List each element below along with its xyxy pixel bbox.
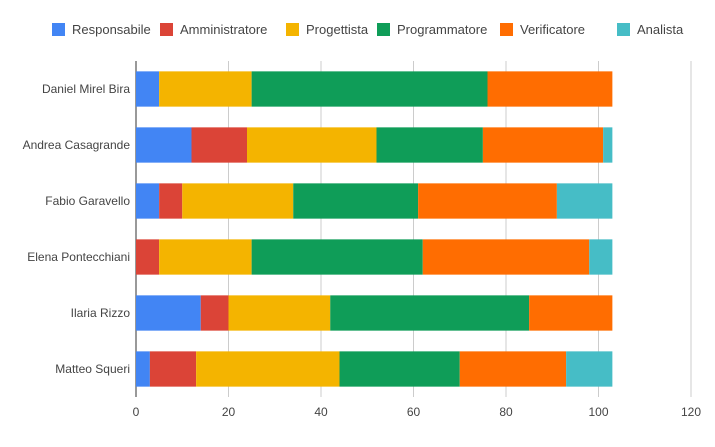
bar-segment-verificatore[interactable] (422, 239, 590, 275)
bar-segment-amministratore[interactable] (136, 239, 160, 275)
bar-segment-verificatore[interactable] (482, 127, 604, 163)
bar-segment-progettista[interactable] (196, 351, 340, 387)
x-tick-label: 60 (407, 405, 421, 419)
bar-segment-responsabile[interactable] (136, 183, 160, 219)
legend-item-progettista[interactable]: Progettista (286, 22, 369, 37)
bar-segment-progettista[interactable] (228, 295, 331, 331)
bar-segment-analista[interactable] (566, 351, 613, 387)
x-tick-label: 80 (499, 405, 513, 419)
category-label: Fabio Garavello (45, 194, 130, 208)
bar-segment-responsabile[interactable] (136, 295, 201, 331)
legend-swatch (286, 23, 299, 36)
legend-swatch (617, 23, 630, 36)
bar-segment-progettista[interactable] (247, 127, 377, 163)
legend-item-analista[interactable]: Analista (617, 22, 684, 37)
bar-segment-verificatore[interactable] (418, 183, 557, 219)
legend-item-verificatore[interactable]: Verificatore (500, 22, 585, 37)
legend-item-programmatore[interactable]: Programmatore (377, 22, 487, 37)
legend[interactable]: Responsabile Amministratore Progettista Pro… (52, 22, 684, 37)
category-label: Daniel Mirel Bira (42, 82, 130, 96)
category-label: Andrea Casagrande (23, 138, 131, 152)
bar-segment-analista[interactable] (603, 127, 613, 163)
legend-swatch (377, 23, 390, 36)
bar-segment-responsabile[interactable] (136, 71, 160, 107)
bar-segment-programmatore[interactable] (339, 351, 460, 387)
category-label: Matteo Squeri (55, 362, 130, 376)
legend-swatch (52, 23, 65, 36)
bar-segment-amministratore[interactable] (191, 127, 248, 163)
bar-segment-responsabile[interactable] (136, 127, 192, 163)
legend-label: Amministratore (180, 22, 267, 37)
x-tick-label: 40 (314, 405, 328, 419)
gridlines (135, 61, 692, 397)
legend-item-responsabile[interactable]: Responsabile (52, 22, 151, 37)
bar-segment-amministratore[interactable] (149, 351, 197, 387)
x-tick-label: 100 (588, 405, 608, 419)
bar-segment-verificatore[interactable] (459, 351, 567, 387)
category-label: Elena Pontecchiani (27, 250, 130, 264)
bar-segment-programmatore[interactable] (293, 183, 419, 219)
legend-label: Responsabile (72, 22, 151, 37)
bar-segment-amministratore[interactable] (159, 183, 183, 219)
legend-swatch (500, 23, 513, 36)
bar-segment-progettista[interactable] (182, 183, 294, 219)
bar-segment-analista[interactable] (589, 239, 613, 275)
bar-segment-amministratore[interactable] (200, 295, 229, 331)
bar-segment-programmatore[interactable] (251, 239, 423, 275)
legend-label: Analista (637, 22, 684, 37)
bar-segment-analista[interactable] (556, 183, 613, 219)
legend-label: Progettista (306, 22, 369, 37)
x-tick-label: 20 (222, 405, 236, 419)
legend-item-amministratore[interactable]: Amministratore (160, 22, 267, 37)
legend-label: Programmatore (397, 22, 487, 37)
axes: 0 20 40 60 80 100 120 Daniel Mirel Bira Andrea C… (23, 82, 702, 419)
bar-segment-verificatore[interactable] (487, 71, 613, 107)
legend-swatch (160, 23, 173, 36)
bars (136, 71, 613, 387)
bar-segment-programmatore[interactable] (251, 71, 488, 107)
bar-segment-verificatore[interactable] (529, 295, 613, 331)
bar-segment-responsabile[interactable] (136, 351, 150, 387)
bar-segment-programmatore[interactable] (330, 295, 530, 331)
x-tick-label: 0 (133, 405, 140, 419)
bar-segment-programmatore[interactable] (376, 127, 483, 163)
category-label: Ilaria Rizzo (71, 306, 131, 320)
bar-segment-progettista[interactable] (159, 71, 252, 107)
legend-label: Verificatore (520, 22, 585, 37)
bar-segment-progettista[interactable] (159, 239, 252, 275)
x-tick-label: 120 (681, 405, 701, 419)
